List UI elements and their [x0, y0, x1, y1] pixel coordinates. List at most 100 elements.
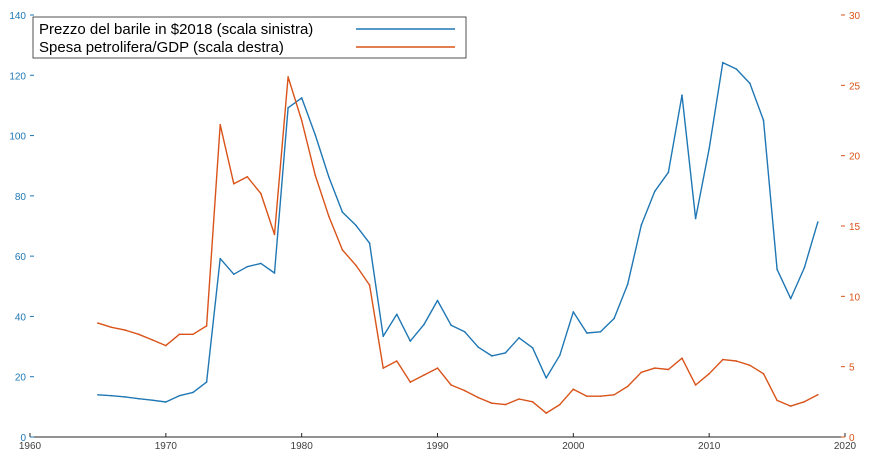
axes: 1960 1970 1980 1990 2000 2010 2020020406080100…: [9, 11, 860, 452]
spending-data-point: [531, 401, 534, 403]
spending-data-point: [762, 372, 765, 375]
spending-data-point: [463, 389, 466, 392]
price-data-point: [124, 396, 126, 398]
price-data-point: [382, 335, 385, 338]
spending-data-point: [151, 339, 154, 341]
price-data-point: [817, 221, 819, 223]
y-left-tick-label: 100: [9, 132, 26, 143]
spending-data-point: [789, 405, 792, 407]
spending-data-point: [287, 76, 289, 78]
spending-data-point: [572, 388, 575, 391]
y-left-tick-label: 60: [15, 252, 27, 263]
spending-data-point: [341, 249, 344, 251]
spending-data-point: [246, 176, 249, 178]
spending-data-point: [626, 385, 629, 388]
x-tick-label: 2010: [698, 441, 721, 452]
price-data-point: [300, 97, 303, 99]
price-data-point: [450, 324, 452, 327]
price-data-point: [260, 262, 262, 265]
price-data-point: [355, 224, 357, 227]
price-data-point: [328, 176, 330, 178]
price-data-point: [396, 313, 398, 316]
price-series-line: [97, 61, 819, 403]
spending-data-point: [436, 367, 439, 369]
price-data-point: [110, 394, 113, 397]
price-data-point: [640, 224, 643, 226]
spending-data-point: [477, 396, 480, 399]
spending-data-point: [124, 329, 126, 331]
y-right-tick-label: 25: [849, 81, 861, 92]
spending-data-point: [192, 333, 194, 336]
x-tick-label: 1960: [19, 441, 42, 452]
spending-data-point: [518, 398, 520, 400]
price-data-point: [246, 265, 249, 268]
spending-data-point: [178, 333, 181, 336]
price-data-point: [626, 283, 629, 286]
price-data-point: [681, 94, 683, 96]
spending-data-point: [735, 360, 738, 362]
x-tick-label: 2000: [562, 441, 585, 452]
price-data-point: [518, 337, 520, 339]
price-data-point: [599, 331, 602, 333]
price-data-point: [613, 317, 615, 320]
spending-data-point: [681, 357, 683, 360]
price-data-point: [436, 299, 439, 302]
spending-data-point: [450, 384, 452, 386]
spending-data-point: [776, 399, 778, 402]
spending-data-point: [137, 333, 140, 336]
price-data-point: [463, 331, 466, 333]
y-right-tick-label: 10: [849, 292, 861, 303]
price-data-point: [735, 68, 738, 70]
spending-data-point: [300, 119, 303, 122]
price-data-point: [749, 82, 751, 85]
x-tick-label: 1980: [291, 441, 314, 452]
spending-data-point: [545, 412, 547, 414]
spending-data-point: [219, 123, 221, 126]
y-right-tick-label: 20: [849, 152, 861, 163]
x-tick-label: 2020: [834, 441, 857, 452]
spending-data-point: [722, 358, 724, 361]
y-left-tick-label: 20: [15, 373, 27, 384]
spending-data-point: [165, 344, 167, 347]
y-left-tick-label: 80: [15, 192, 27, 203]
y-left-tick-label: 140: [9, 11, 26, 22]
spending-data-point: [613, 394, 615, 396]
chart-marks: [97, 61, 819, 414]
price-data-point: [97, 394, 99, 396]
price-data-point: [694, 217, 697, 220]
price-data-point: [287, 107, 289, 109]
y-right-tick-label: 0: [849, 433, 855, 444]
price-data-point: [586, 332, 588, 334]
y-left-tick-label: 120: [9, 71, 26, 82]
price-data-point: [722, 61, 724, 64]
price-data-point: [192, 391, 194, 394]
spending-data-point: [328, 215, 330, 217]
price-data-point: [368, 242, 371, 244]
spending-data-point: [504, 403, 507, 406]
spending-data-point: [355, 264, 357, 267]
price-data-point: [654, 190, 656, 193]
spending-data-point: [314, 174, 317, 177]
price-data-point: [559, 354, 561, 357]
price-data-point: [504, 352, 507, 354]
price-data-point: [178, 394, 181, 397]
y-left-tick-label: 40: [15, 312, 27, 323]
price-data-point: [572, 311, 575, 313]
price-data-point: [273, 272, 276, 274]
spending-data-point: [708, 372, 710, 375]
spending-data-point: [640, 371, 643, 374]
x-tick-label: 1970: [155, 441, 178, 452]
x-tick-label: 1990: [426, 441, 449, 452]
price-data-point: [409, 340, 412, 342]
y-right-tick-label: 15: [849, 222, 861, 233]
price-data-point: [165, 401, 167, 403]
legend: Prezzo del barile in $2018 (scala sinist…: [32, 16, 467, 59]
price-data-point: [151, 399, 154, 402]
legend-box: [32, 16, 467, 59]
spending-data-point: [205, 325, 208, 327]
spending-data-point: [409, 381, 412, 383]
spending-data-point: [368, 284, 371, 286]
spending-data-point: [273, 233, 276, 236]
spending-data-point: [382, 367, 385, 369]
